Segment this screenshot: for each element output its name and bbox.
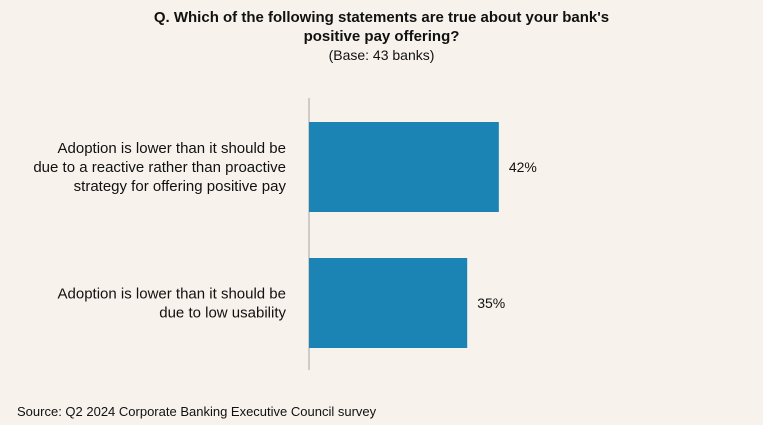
bar-2: [309, 258, 468, 348]
category-label-1-line-2: due to a reactive rather than proactive: [33, 159, 286, 176]
bar-1: [309, 122, 499, 212]
category-label-2-line-2: due to low usability: [159, 305, 286, 322]
category-label-2-line-1: Adoption is lower than it should be: [58, 286, 286, 303]
category-label-1-line-3: strategy for offering positive pay: [74, 178, 287, 195]
source-note: Source: Q2 2024 Corporate Banking Execut…: [17, 404, 377, 419]
chart-title-line-1: Q. Which of the following statements are…: [153, 9, 610, 26]
bar-value-label-2: 35%: [477, 295, 505, 311]
bars-layer: 42% Adoption is lower than it should be du…: [33, 122, 537, 348]
chart-title-line-2: positive pay offering?: [303, 28, 460, 45]
bar-value-label-1: 42%: [509, 159, 537, 175]
category-label-1-line-1: Adoption is lower than it should be: [58, 140, 286, 157]
chart-title-block: Q. Which of the following statements are…: [0, 8, 763, 65]
chart-subtitle: (Base: 43 banks): [328, 47, 435, 63]
